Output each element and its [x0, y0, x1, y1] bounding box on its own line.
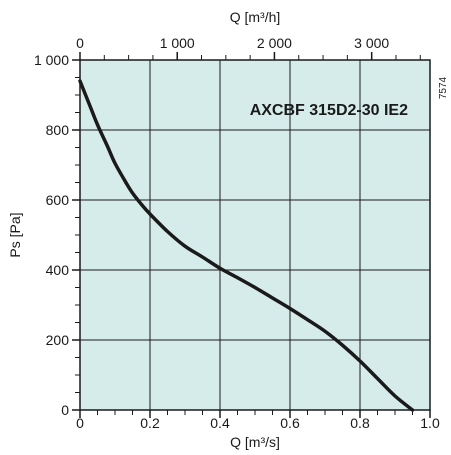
y-axis-ticks: 0 200 400 600 800 1 000: [34, 52, 80, 418]
fan-curve-line: [78, 79, 415, 412]
x-tick-label-2: 0.4: [210, 415, 230, 431]
x2-tick-label-2: 2 000: [257, 35, 292, 51]
x2-tick-label-3: 3 000: [354, 35, 389, 51]
x-tick-label-1: 0.2: [140, 415, 160, 431]
grid-lines: [80, 60, 430, 410]
figure-code: 7574: [438, 76, 449, 99]
top-axis-ticks: 0 1 000 2 000 3 000: [76, 35, 389, 60]
y-tick-label-5: 1 000: [34, 52, 69, 68]
model-label: AXCBF 315D2-30 IE2: [250, 102, 408, 119]
plot-frame: [79, 59, 431, 411]
y-tick-label-3: 600: [46, 192, 70, 208]
x-axis-title: Q [m³/s]: [230, 434, 280, 450]
plot-background: [80, 60, 430, 410]
x2-tick-label-1: 1 000: [160, 35, 195, 51]
x-tick-label-0: 0: [76, 415, 84, 431]
y-tick-label-0: 0: [61, 402, 69, 418]
y-tick-label-2: 400: [46, 262, 70, 278]
y-tick-label-1: 200: [46, 332, 70, 348]
x-tick-label-3: 0.6: [280, 415, 300, 431]
x-axis-ticks: 0 0.2 0.4 0.6 0.8 1.0: [76, 410, 440, 431]
top-axis-title: Q [m³/h]: [230, 9, 281, 25]
x-tick-label-5: 1.0: [420, 415, 440, 431]
x-tick-label-4: 0.8: [350, 415, 370, 431]
y-tick-label-4: 800: [46, 122, 70, 138]
x2-tick-label-0: 0: [76, 35, 84, 51]
y-axis-title: Ps [Pa]: [7, 212, 23, 257]
